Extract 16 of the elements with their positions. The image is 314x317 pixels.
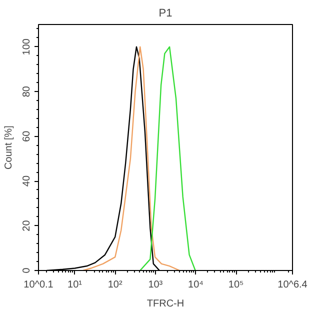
y-tick-label: 100	[22, 38, 32, 56]
x-tick-label: 10⁵	[228, 280, 244, 290]
y-tick-label: 0	[22, 267, 32, 274]
y-tick-label: 80	[22, 86, 32, 98]
x-tick-label: 10³	[148, 280, 164, 290]
y-axis-title: Count [%]	[4, 125, 14, 170]
x-tick-label: 10¹	[68, 280, 83, 290]
chart-title: P1	[158, 8, 172, 20]
x-tick-label: 10⁴	[188, 280, 204, 290]
y-tick-label: 60	[22, 130, 32, 142]
x-tick-label: 10^6.4	[278, 280, 308, 290]
x-axis-title: TFRC-H	[146, 298, 184, 310]
x-tick-label: 10^0.1	[24, 280, 54, 290]
y-tick-label: 40	[22, 175, 32, 187]
y-tick-label: 20	[22, 220, 32, 232]
x-tick-label: 10²	[108, 280, 123, 290]
